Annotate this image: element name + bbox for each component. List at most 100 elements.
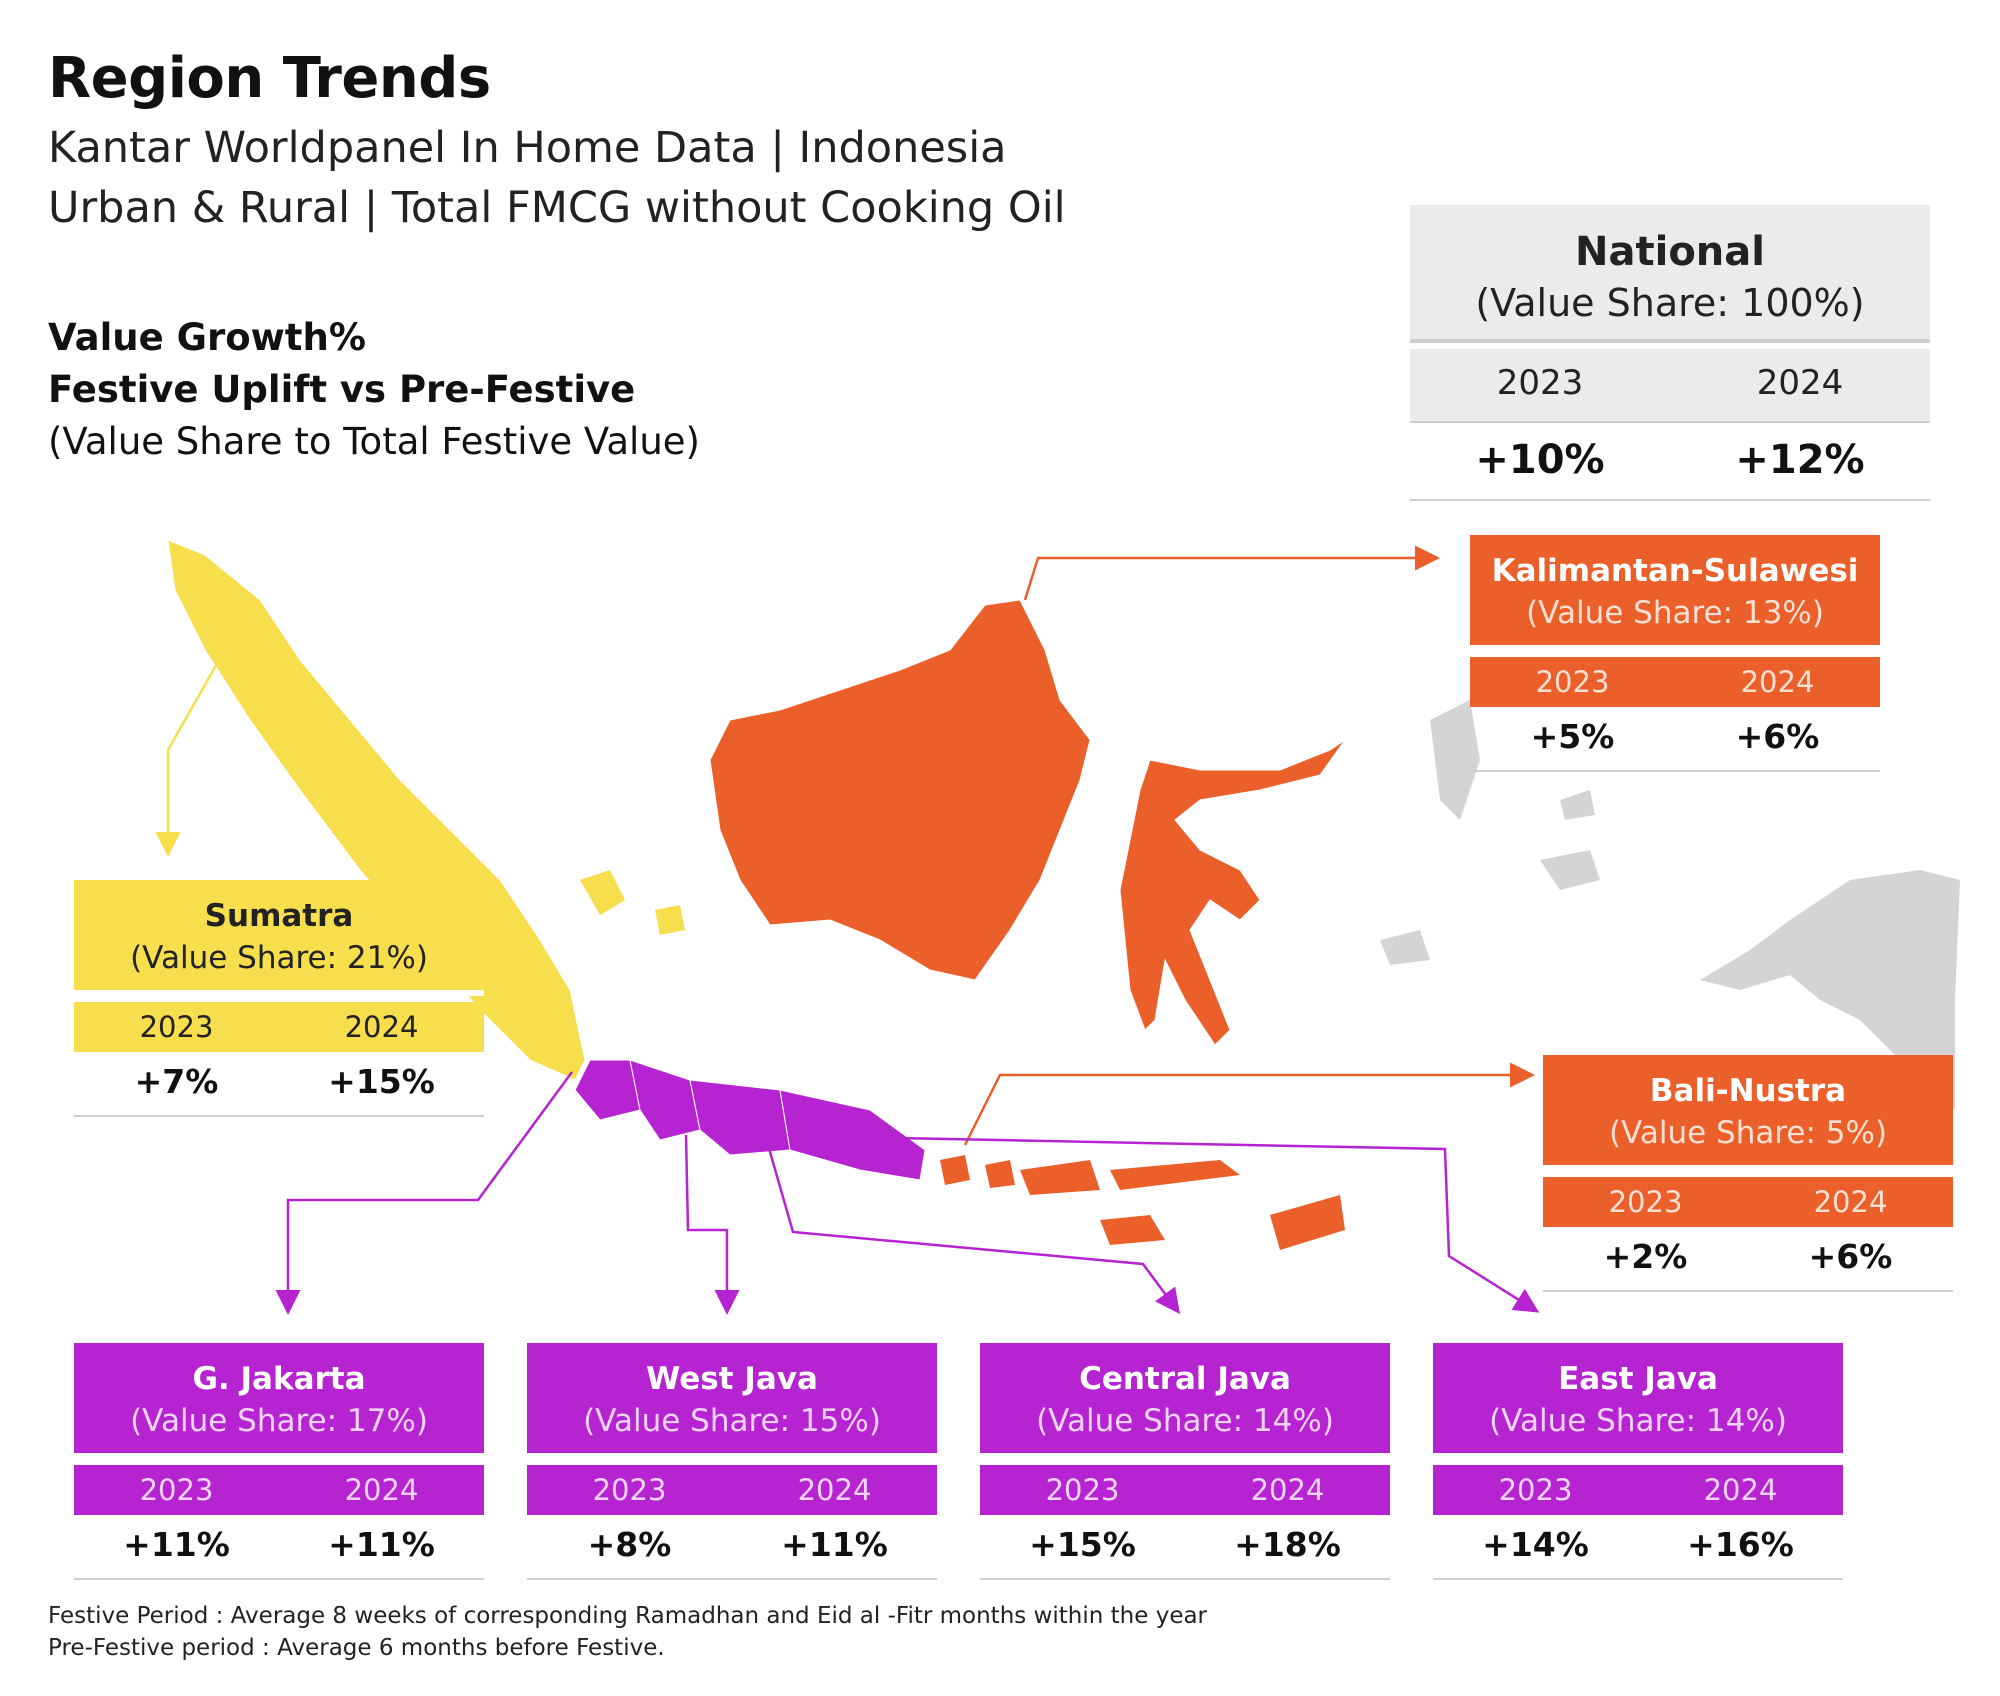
year-2023: 2023 — [139, 1473, 214, 1507]
west-java-card: West Java (Value Share: 15%) 2023 2024 +… — [527, 1343, 937, 1580]
value-2024: +16% — [1687, 1525, 1794, 1564]
year-2023: 2023 — [1496, 363, 1584, 403]
page-title: Region Trends — [48, 46, 491, 111]
sulawesi-shape — [1119, 739, 1346, 1046]
connector-central-java — [764, 1137, 1180, 1315]
value-row: +2% +6% — [1543, 1227, 1953, 1292]
year-row: 2023 2024 — [74, 1002, 484, 1052]
card-header: G. Jakarta (Value Share: 17%) — [74, 1343, 484, 1453]
region-name: East Java — [1558, 1361, 1718, 1397]
flores-island — [1110, 1160, 1240, 1190]
connector-west-java — [684, 1134, 740, 1315]
year-row: 2023 2024 — [74, 1465, 484, 1515]
connector-east-java — [896, 1136, 1540, 1313]
footnote: Festive Period : Average 8 weeks of corr… — [48, 1600, 1207, 1664]
region-share: (Value Share: 21%) — [130, 940, 428, 976]
region-name: Central Java — [1079, 1361, 1291, 1397]
card-header: West Java (Value Share: 15%) — [527, 1343, 937, 1453]
east-java-shape — [779, 1089, 926, 1181]
year-2023: 2023 — [1498, 1473, 1573, 1507]
value-2024: +11% — [781, 1525, 888, 1564]
card-header: Sumatra (Value Share: 21%) — [74, 880, 484, 990]
connector-jakarta — [275, 1071, 574, 1315]
central-java-shape — [689, 1079, 791, 1156]
east-java-card: East Java (Value Share: 14%) 2023 2024 +… — [1433, 1343, 1843, 1580]
lombok-island — [985, 1160, 1015, 1188]
value-2024: +6% — [1808, 1237, 1893, 1276]
year-row: 2023 2024 — [527, 1465, 937, 1515]
card-header: Kalimantan-Sulawesi (Value Share: 13%) — [1470, 535, 1880, 645]
year-2024: 2024 — [344, 1473, 419, 1507]
subtitle-line-2: Urban & Rural | Total FMCG without Cooki… — [48, 183, 1066, 233]
value-2024: +15% — [328, 1062, 435, 1101]
year-2023: 2023 — [139, 1010, 214, 1044]
value-row: +7% +15% — [74, 1052, 484, 1117]
divider — [74, 1453, 484, 1459]
region-name: National — [1575, 229, 1765, 275]
value-row: +5% +6% — [1470, 707, 1880, 772]
region-share: (Value Share: 14%) — [1489, 1403, 1787, 1439]
region-share: (Value Share: 15%) — [583, 1403, 881, 1439]
value-2023: +7% — [134, 1062, 219, 1101]
region-name: Kalimantan-Sulawesi — [1491, 553, 1859, 589]
year-2024: 2024 — [1756, 363, 1844, 403]
year-2023: 2023 — [592, 1473, 667, 1507]
region-share: (Value Share: 14%) — [1036, 1403, 1334, 1439]
value-2023: +8% — [587, 1525, 672, 1564]
bali-nustra-shapes — [940, 1155, 1345, 1250]
sumba-island — [1100, 1215, 1165, 1245]
year-row: 2023 2024 — [1470, 657, 1880, 707]
value-2023: +5% — [1530, 717, 1615, 756]
maluku-island-4 — [1560, 790, 1595, 820]
divider — [1470, 645, 1880, 651]
maluku-island-3 — [1380, 930, 1430, 965]
region-share: (Value Share: 17%) — [130, 1403, 428, 1439]
metric-line-2: Festive Uplift vs Pre-Festive — [48, 368, 636, 411]
national-card-header: National (Value Share: 100%) — [1410, 205, 1930, 339]
subtitle-line-1: Kantar Worldpanel In Home Data | Indones… — [48, 123, 1007, 173]
region-share: (Value Share: 100%) — [1475, 281, 1865, 325]
region-name: G. Jakarta — [192, 1361, 366, 1397]
year-2023: 2023 — [1608, 1185, 1683, 1219]
region-name: West Java — [646, 1361, 818, 1397]
sumbawa-island — [1020, 1160, 1100, 1195]
kalimantan-shape — [709, 599, 1091, 981]
year-row: 2023 2024 — [1543, 1177, 1953, 1227]
bali-island — [940, 1155, 970, 1185]
value-row: +15% +18% — [980, 1515, 1390, 1580]
divider — [980, 1453, 1390, 1459]
page-subtitle: Kantar Worldpanel In Home Data | Indones… — [48, 118, 1066, 238]
value-row: +8% +11% — [527, 1515, 937, 1580]
metric-description: Value Growth% Festive Uplift vs Pre-Fest… — [48, 312, 700, 468]
west-java-shape — [629, 1059, 701, 1141]
kalimantan-sulawesi-card: Kalimantan-Sulawesi (Value Share: 13%) 2… — [1470, 535, 1880, 772]
riau-island — [655, 905, 685, 935]
value-2023: +14% — [1482, 1525, 1589, 1564]
region-name: Bali-Nustra — [1649, 1073, 1847, 1109]
value-2024: +6% — [1735, 717, 1820, 756]
value-row: +11% +11% — [74, 1515, 484, 1580]
connector-bali-nustra — [963, 1062, 1535, 1146]
year-2024: 2024 — [1703, 1473, 1778, 1507]
year-row: 2023 2024 — [980, 1465, 1390, 1515]
card-header: East Java (Value Share: 14%) — [1433, 1343, 1843, 1453]
jakarta-banten-shape — [574, 1059, 641, 1121]
year-2023: 2023 — [1535, 665, 1610, 699]
timor-island — [1270, 1195, 1345, 1250]
divider — [1543, 1165, 1953, 1171]
year-2024: 2024 — [1250, 1473, 1325, 1507]
year-row: 2023 2024 — [1433, 1465, 1843, 1515]
maluku-island-2 — [1540, 850, 1600, 890]
card-header: Central Java (Value Share: 14%) — [980, 1343, 1390, 1453]
value-row: +10% +12% — [1410, 421, 1930, 501]
year-2023: 2023 — [1045, 1473, 1120, 1507]
metric-line-1: Value Growth% — [48, 316, 366, 359]
bali-nustra-card: Bali-Nustra (Value Share: 5%) 2023 2024 … — [1543, 1055, 1953, 1292]
value-row: +14% +16% — [1433, 1515, 1843, 1580]
maluku-island-1 — [1430, 700, 1480, 820]
footnote-line-1: Festive Period : Average 8 weeks of corr… — [48, 1603, 1208, 1629]
value-2024: +12% — [1735, 437, 1865, 483]
value-2023: +2% — [1603, 1237, 1688, 1276]
value-2024: +11% — [328, 1525, 435, 1564]
divider — [1410, 339, 1930, 343]
